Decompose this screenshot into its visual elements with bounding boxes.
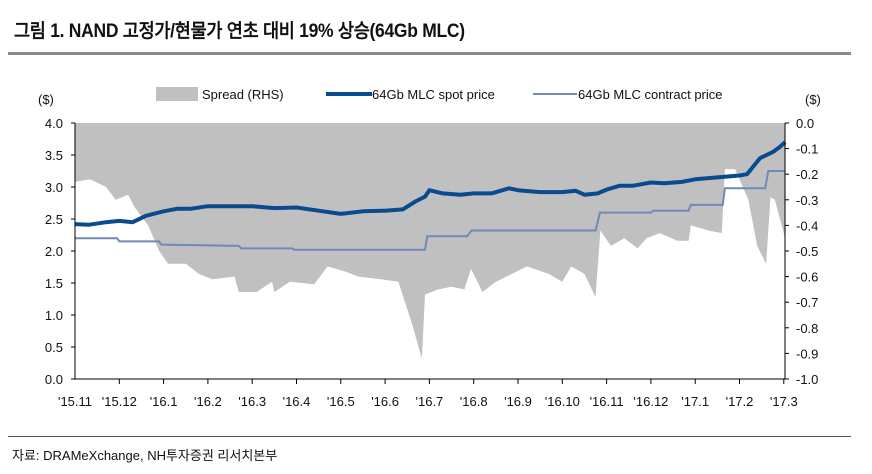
legend-swatch-spread xyxy=(156,87,198,101)
y-tick-label-right: -0.6 xyxy=(796,270,818,285)
y-tick-label-left: 2.0 xyxy=(45,244,63,259)
x-tick-label: '16.2 xyxy=(194,394,222,409)
y-tick-label-left: 3.5 xyxy=(45,148,63,163)
x-tick-label: '16.4 xyxy=(283,394,311,409)
x-tick-label: '16.11 xyxy=(590,394,624,409)
x-tick-label: '16.3 xyxy=(238,394,266,409)
y-axis-label-right: ($) xyxy=(805,92,821,107)
x-tick-label: '15.11 xyxy=(58,394,92,409)
y-tick-label-right: -0.2 xyxy=(796,167,818,182)
x-tick-label: '16.8 xyxy=(460,394,488,409)
source-note: 자료: DRAMeXchange, NH투자증권 리서치본부 xyxy=(12,448,278,463)
y-tick-label-right: -0.4 xyxy=(796,218,818,233)
spread-area xyxy=(75,123,786,359)
y-tick-label-left: 3.0 xyxy=(45,180,63,195)
title-divider xyxy=(8,52,851,55)
y-tick-label-right: -0.9 xyxy=(796,346,818,361)
x-tick-label: '17.3 xyxy=(770,394,798,409)
x-tick-label: '15.12 xyxy=(102,394,137,409)
x-tick-label: '16.7 xyxy=(416,394,444,409)
y-tick-label-left: 2.5 xyxy=(45,212,63,227)
y-axis-label-left: ($) xyxy=(38,92,54,107)
legend: Spread (RHS) 64Gb MLC spot price 64Gb ML… xyxy=(156,87,723,102)
x-tick-label: '16.12 xyxy=(633,394,668,409)
legend-label-spot: 64Gb MLC spot price xyxy=(372,87,495,102)
x-tick-label: '17.1 xyxy=(681,394,709,409)
y-tick-label-right: -0.7 xyxy=(796,295,818,310)
figure-title: 그림 1. NAND 고정가/현물가 연초 대비 19% 상승(64Gb MLC… xyxy=(14,21,465,42)
x-tick-label: '16.10 xyxy=(545,394,580,409)
y-tick-label-left: 0.5 xyxy=(45,340,63,355)
x-tick-label: '16.5 xyxy=(327,394,355,409)
y-tick-label-right: -0.8 xyxy=(796,321,818,336)
y-tick-label-right: -0.1 xyxy=(796,142,818,157)
y-tick-label-left: 4.0 xyxy=(45,116,63,131)
legend-label-spread: Spread (RHS) xyxy=(202,87,284,102)
x-tick-label: '16.9 xyxy=(504,394,532,409)
y-tick-label-left: 0.0 xyxy=(45,372,63,387)
x-tick-label: '16.6 xyxy=(371,394,399,409)
y-tick-label-right: 0.0 xyxy=(796,116,814,131)
legend-label-contract: 64Gb MLC contract price xyxy=(578,87,723,102)
x-tick-label: '17.2 xyxy=(726,394,754,409)
y-tick-label-left: 1.0 xyxy=(45,308,63,323)
footer-divider xyxy=(8,436,851,437)
y-tick-label-right: -0.3 xyxy=(796,193,818,208)
spot-price-line xyxy=(74,140,787,227)
contract-price-line xyxy=(75,170,786,251)
x-tick-label: '16.1 xyxy=(150,394,178,409)
y-tick-label-left: 1.5 xyxy=(45,276,63,291)
y-tick-label-right: -0.5 xyxy=(796,244,818,259)
y-tick-label-right: -1.0 xyxy=(796,372,818,387)
